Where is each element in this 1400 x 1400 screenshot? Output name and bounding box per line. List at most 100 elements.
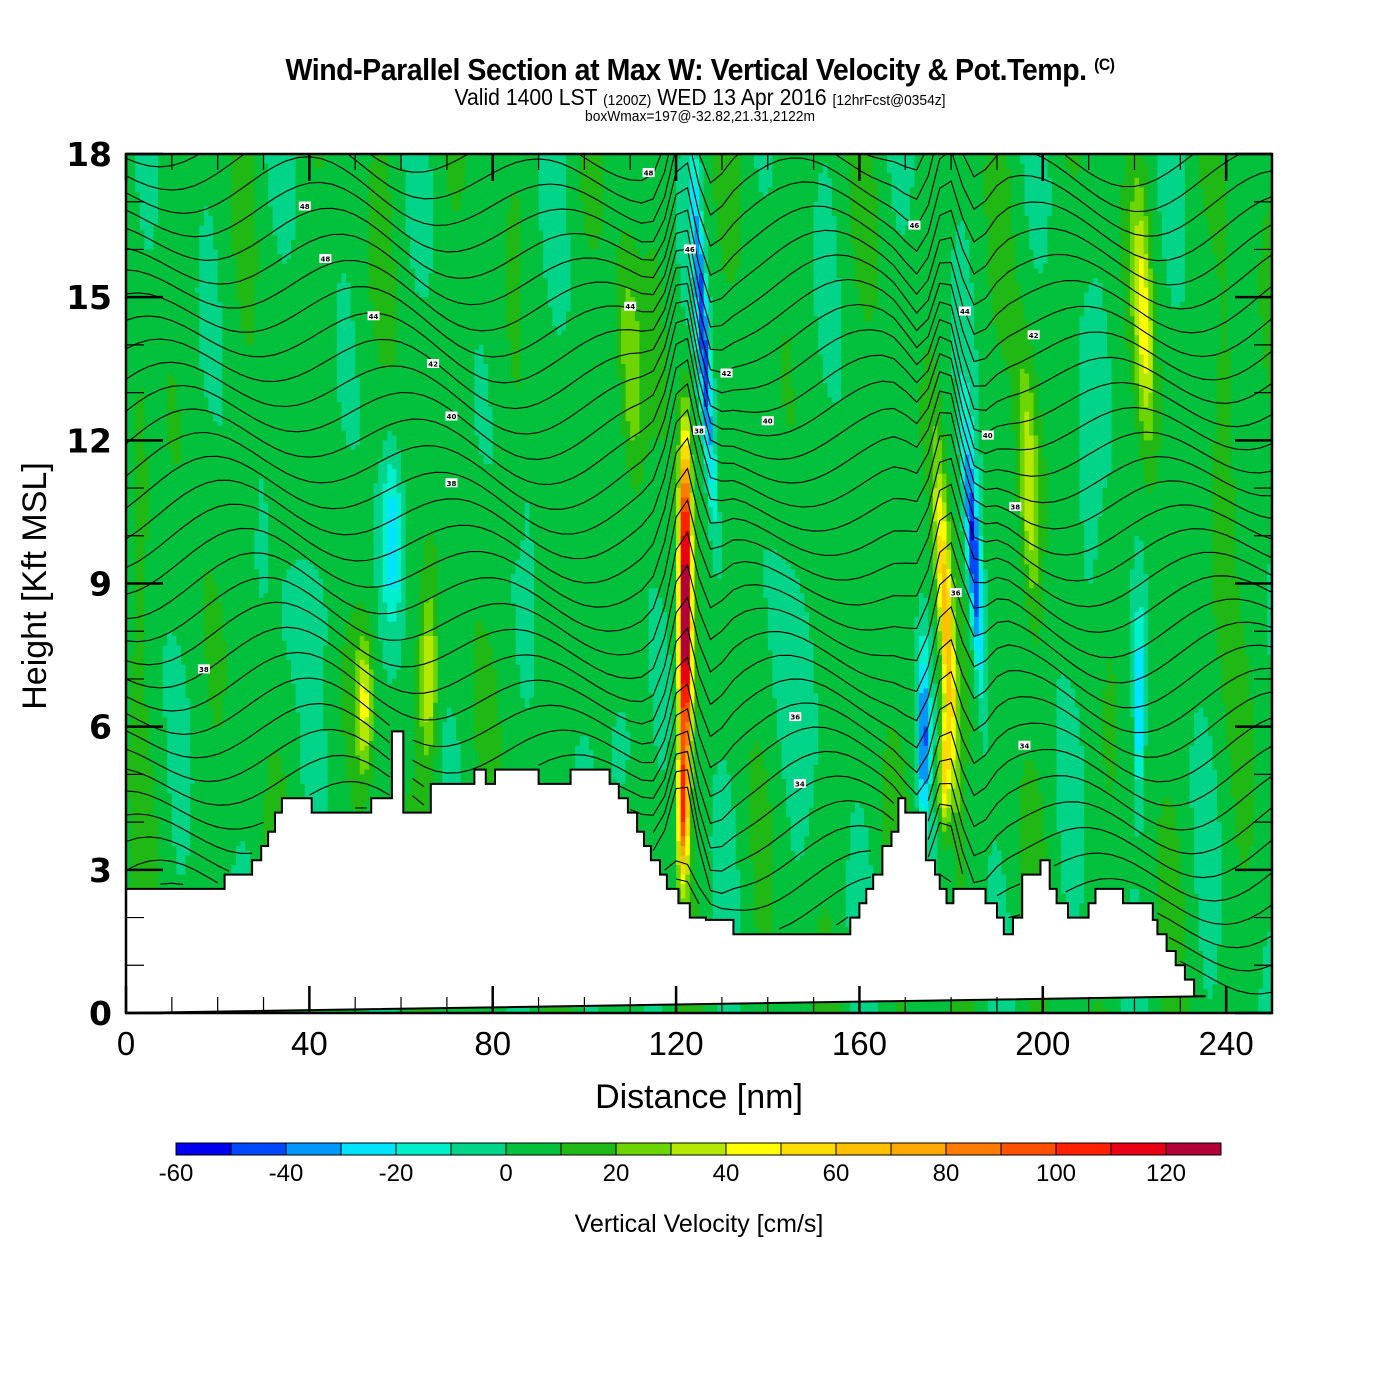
velocity-cell <box>1024 168 1048 174</box>
velocity-cell <box>937 645 943 651</box>
velocity-cell <box>520 220 540 227</box>
velocity-cell <box>1134 278 1140 284</box>
velocity-cell <box>914 635 920 642</box>
velocity-cell <box>222 411 343 418</box>
velocity-cell <box>1042 583 1131 589</box>
velocity-cell <box>254 325 338 332</box>
velocity-cell <box>396 540 402 546</box>
velocity-cell <box>923 478 934 484</box>
velocity-cell <box>396 583 402 589</box>
velocity-cell <box>946 578 952 585</box>
velocity-cell <box>694 626 700 632</box>
velocity-cell <box>955 225 966 231</box>
velocity-cell <box>836 249 856 255</box>
velocity-cell <box>699 655 773 661</box>
velocity-cell <box>323 158 375 165</box>
velocity-cell <box>1047 483 1081 489</box>
velocity-cell <box>254 206 274 212</box>
velocity-cell <box>126 225 141 231</box>
velocity-cell <box>699 340 709 346</box>
velocity-cell <box>969 445 975 451</box>
velocity-cell <box>135 440 145 446</box>
velocity-cell <box>1042 621 1131 628</box>
velocity-cell <box>969 607 975 613</box>
velocity-cell <box>978 488 984 494</box>
velocity-cell <box>708 263 723 270</box>
velocity-cell <box>712 554 723 561</box>
velocity-cell <box>437 588 512 594</box>
velocity-cell <box>781 392 796 398</box>
velocity-cell <box>941 449 948 456</box>
velocity-cell <box>437 616 517 623</box>
velocity-cell <box>1070 168 1081 174</box>
velocity-cell <box>1042 602 1131 608</box>
velocity-cell <box>437 593 512 599</box>
velocity-cell <box>621 340 641 346</box>
velocity-cell <box>676 454 682 461</box>
velocity-cell <box>932 650 938 656</box>
velocity-cell <box>148 521 260 527</box>
velocity-cell <box>405 578 420 585</box>
velocity-cell <box>1033 363 1081 370</box>
velocity-cell <box>433 211 508 217</box>
velocity-cell <box>937 521 948 527</box>
velocity-cell <box>676 612 682 618</box>
velocity-cell <box>676 550 682 556</box>
velocity-cell <box>511 196 521 203</box>
velocity-cell <box>286 645 324 651</box>
velocity-cell <box>836 273 856 279</box>
velocity-cell <box>1024 182 1053 189</box>
velocity-cell <box>955 583 961 589</box>
velocity-cell <box>974 445 980 451</box>
velocity-cell <box>135 473 150 480</box>
velocity-cell <box>960 411 971 418</box>
velocity-cell <box>712 545 723 551</box>
velocity-cell <box>987 235 1016 241</box>
velocity-cell <box>964 421 971 427</box>
velocity-cell <box>401 478 631 484</box>
velocity-cell <box>699 278 705 284</box>
velocity-cell <box>676 497 682 503</box>
velocity-cell <box>1125 321 1136 327</box>
velocity-cell <box>437 554 521 561</box>
velocity-cell <box>630 435 636 441</box>
velocity-cell <box>1024 163 1048 169</box>
velocity-cell <box>387 468 398 475</box>
velocity-cell <box>960 435 966 441</box>
velocity-cell <box>703 201 718 208</box>
velocity-cell <box>708 435 714 441</box>
velocity-cell <box>167 416 182 422</box>
velocity-cell <box>1148 249 1154 255</box>
velocity-cell <box>964 526 971 532</box>
velocity-cell <box>1139 354 1145 360</box>
velocity-cell <box>932 516 938 523</box>
velocity-cell <box>570 287 618 293</box>
velocity-cell <box>923 464 934 470</box>
velocity-cell <box>648 631 668 637</box>
velocity-cell <box>373 559 384 566</box>
velocity-cell <box>621 316 636 322</box>
velocity-cell <box>946 468 961 475</box>
velocity-cell <box>1134 316 1140 322</box>
velocity-cell <box>676 182 691 189</box>
velocity-cell <box>694 268 705 274</box>
velocity-cell <box>932 349 952 356</box>
velocity-cell <box>396 507 402 513</box>
velocity-cell <box>1102 306 1126 313</box>
velocity-cell <box>1084 550 1099 556</box>
velocity-cell <box>689 239 696 246</box>
velocity-cell <box>144 612 205 618</box>
velocity-cell <box>222 363 338 370</box>
velocity-cell <box>841 330 952 336</box>
velocity-cell <box>932 655 938 661</box>
velocity-cell <box>666 387 682 394</box>
velocity-cell <box>717 206 741 212</box>
velocity-cell <box>1024 196 1053 203</box>
velocity-cell <box>1134 225 1145 231</box>
velocity-cell <box>1148 235 1154 241</box>
velocity-cell <box>1129 368 1136 375</box>
velocity-cell <box>126 273 200 279</box>
velocity-cell <box>983 602 989 608</box>
velocity-cell <box>969 430 975 437</box>
velocity-cell <box>199 244 214 251</box>
